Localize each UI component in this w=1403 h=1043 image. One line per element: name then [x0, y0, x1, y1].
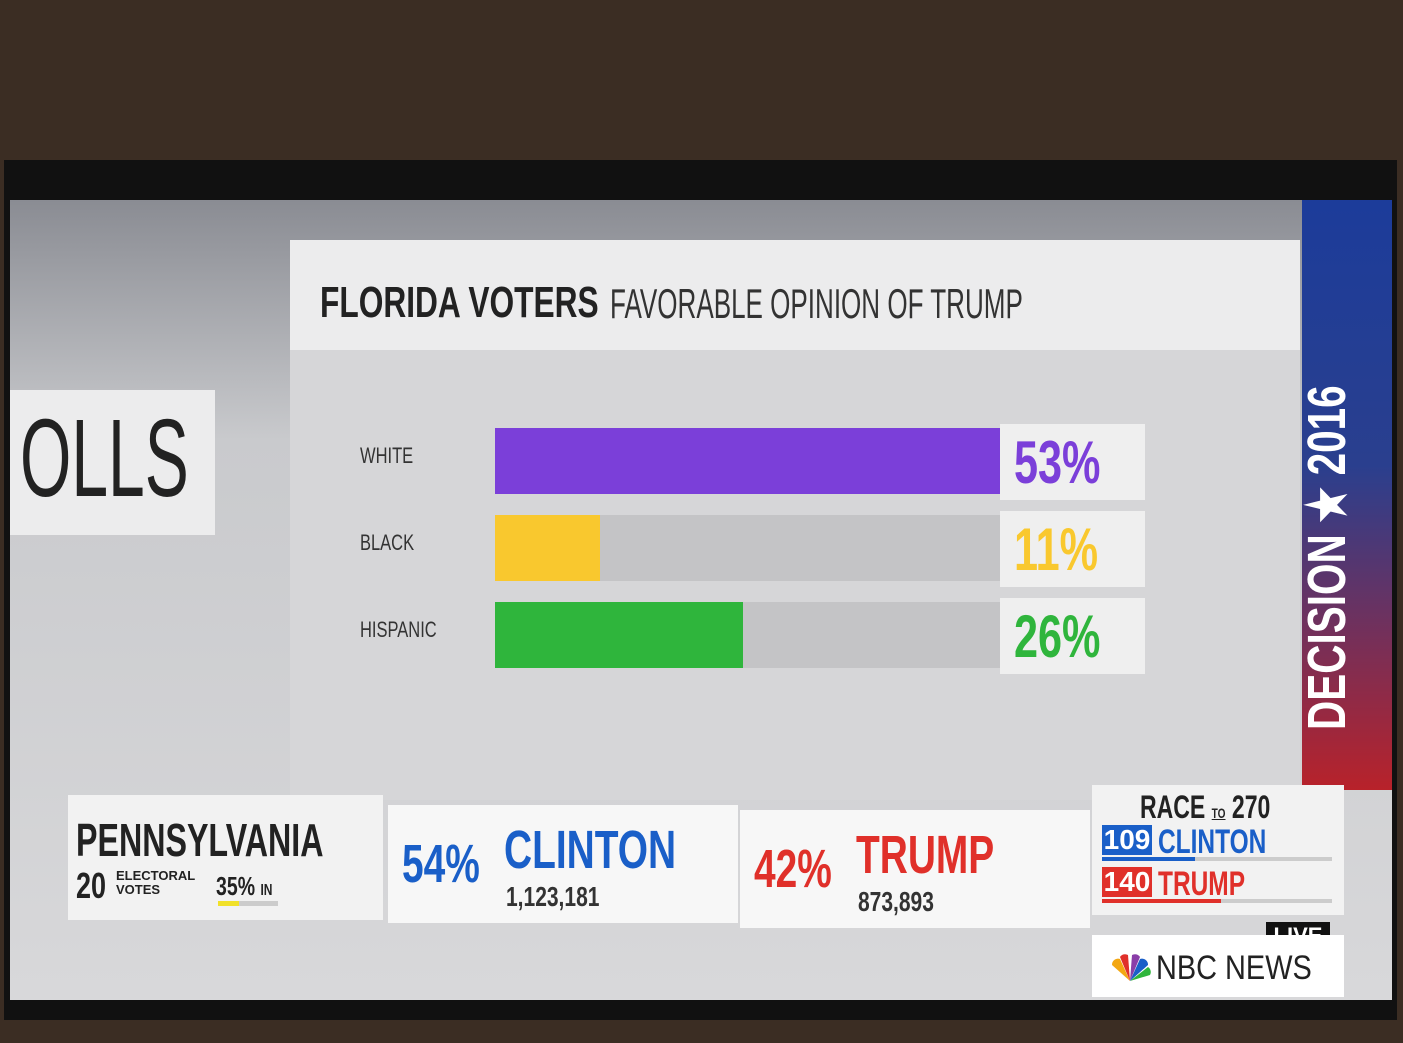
reporting-pct: 35% [216, 871, 256, 901]
race-to: TO [1211, 805, 1226, 821]
candidate-pct: 42% [754, 839, 832, 899]
candidate-votes: 873,893 [858, 886, 934, 917]
wall-panel [10, 390, 215, 535]
screen: FLORIDA VOTERS FAVORABLE OPINION OF TRUM… [10, 200, 1392, 1000]
race-track [1102, 857, 1332, 861]
nbc-peacock [1111, 954, 1151, 981]
race-count: 140 [1102, 866, 1152, 897]
chart-title: FLORIDA VOTERS [320, 278, 599, 327]
network-box: NBC NEWS [1092, 935, 1344, 997]
value-label: 11% [1014, 516, 1099, 583]
race-name: TRUMP [1158, 865, 1246, 903]
chart: WHITE 53% BLACK 11% HISPANIC 26% [10, 200, 1300, 800]
candidate-votes: 1,123,181 [506, 881, 600, 912]
reporting: 35% IN [216, 871, 272, 902]
reporting-label: IN [260, 882, 273, 899]
race-label: RACE [1140, 789, 1206, 825]
bar [495, 428, 1000, 494]
bar [495, 515, 600, 581]
reporting-bar [218, 901, 278, 906]
reporting-fill [218, 901, 239, 906]
candidate-pct: 54% [402, 834, 480, 894]
banner-decision: DECISION [1297, 534, 1357, 730]
value-box: 26% [1000, 598, 1145, 674]
banner-year: 2016 [1297, 385, 1357, 476]
category-label: HISPANIC [360, 617, 437, 642]
race-title: RACE TO 270 [1140, 789, 1270, 826]
network-name: NBC NEWS [1156, 949, 1312, 987]
value-box: 53% [1000, 424, 1145, 500]
bar [495, 602, 743, 668]
wall-text: OLLS [20, 397, 189, 520]
race-name: CLINTON [1158, 823, 1267, 861]
side-banner-text: DECISION ★ 2016 [1297, 385, 1357, 730]
race-bar [1102, 857, 1195, 861]
value-label: 26% [1014, 603, 1101, 670]
state-name: PENNSYLVANIA [76, 814, 324, 866]
candidate-box: 54% CLINTON 1,123,181 [388, 805, 738, 923]
electoral-votes: 20 [76, 865, 107, 906]
candidate-name: CLINTON [504, 820, 677, 880]
side-banner [1302, 200, 1392, 790]
candidate-name: TRUMP [856, 825, 995, 885]
race-count: 109 [1102, 824, 1152, 855]
race-target: 270 [1231, 789, 1271, 825]
race-bar [1102, 899, 1222, 903]
value-box: 11% [1000, 511, 1145, 587]
category-label: WHITE [360, 443, 414, 468]
chart-subtitle: FAVORABLE OPINION OF TRUMP [610, 280, 1023, 327]
category-label: BLACK [360, 530, 415, 555]
electoral-label: ELECTORAL VOTES [116, 868, 195, 897]
race-box: RACE TO 270 109 CLINTON 140 TRUMP [1092, 785, 1344, 915]
ticker-state: PENNSYLVANIA 20 ELECTORAL VOTES 35% IN [68, 795, 383, 920]
value-label: 53% [1014, 429, 1101, 496]
candidate-box: 42% TRUMP 873,893 [740, 810, 1090, 928]
title-panel [290, 240, 1300, 350]
